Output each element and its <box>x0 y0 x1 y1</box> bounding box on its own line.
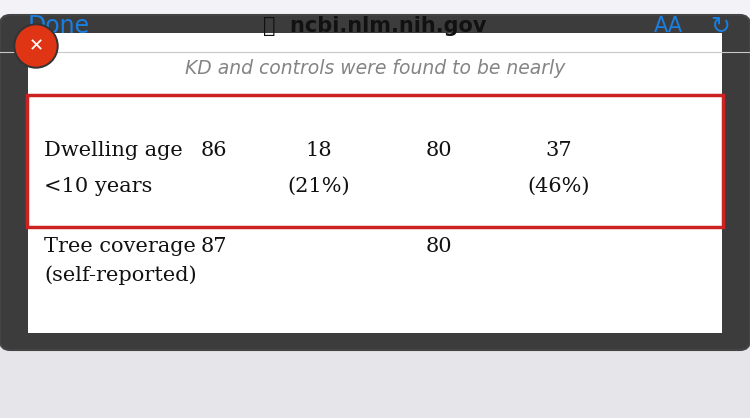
Text: ↻: ↻ <box>710 14 730 38</box>
Text: Tree coverage: Tree coverage <box>44 237 196 255</box>
Circle shape <box>16 26 56 66</box>
Text: 80: 80 <box>425 237 452 255</box>
Text: Done: Done <box>28 14 90 38</box>
Text: 🔒  ncbi.nlm.nih.gov: 🔒 ncbi.nlm.nih.gov <box>263 16 487 36</box>
Text: <10 years: <10 years <box>44 176 152 196</box>
Text: Dwelling age: Dwelling age <box>44 140 183 160</box>
Text: (46%): (46%) <box>527 176 590 196</box>
Text: (21%): (21%) <box>287 176 350 196</box>
Text: 18: 18 <box>305 140 332 160</box>
FancyBboxPatch shape <box>0 0 750 52</box>
Text: 37: 37 <box>545 140 572 160</box>
Text: AA: AA <box>653 16 682 36</box>
Text: 80: 80 <box>425 140 452 160</box>
FancyBboxPatch shape <box>28 33 722 333</box>
Text: 87: 87 <box>200 237 227 255</box>
Text: (self-reported): (self-reported) <box>44 265 196 285</box>
Text: KD and controls were found to be nearly: KD and controls were found to be nearly <box>184 59 566 77</box>
Circle shape <box>14 24 58 68</box>
FancyBboxPatch shape <box>27 95 723 227</box>
Text: 86: 86 <box>200 140 227 160</box>
Text: ✕: ✕ <box>28 37 44 55</box>
FancyBboxPatch shape <box>0 15 750 350</box>
